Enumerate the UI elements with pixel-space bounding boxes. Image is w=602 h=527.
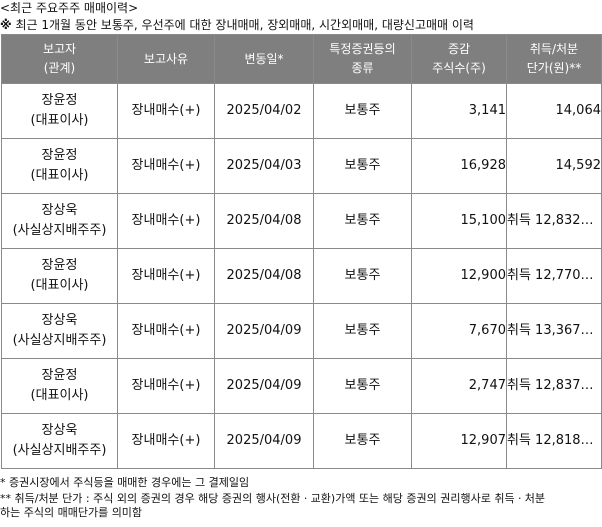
footnote-2: ** 취득/처분 단가 : 주식 외의 증권의 경우 해당 증권의 행사(전환ㆍ… <box>0 492 545 505</box>
table-row: 장윤정 (대표이사) 장내매수(+) 2025/04/08 보통주 12,900 취득 12… <box>1 248 602 304</box>
cell-share-change: 3,141 <box>411 83 507 139</box>
cell-reporter: 장상욱 (사실상지배주주) <box>1 303 118 359</box>
cell-share-change: 12,900 <box>411 248 507 304</box>
cell-change-date: 2025/04/09 <box>214 303 314 359</box>
note-text: 최근 1개월 동안 보통주, 우선주에 대한 장내매매, 장외매매, 시간외매매… <box>11 18 474 32</box>
cell-reason: 장내매수(+) <box>117 193 215 249</box>
table-row: 장윤정 (대표이사) 장내매수(+) 2025/04/09 보통주 2,747 취득 12,… <box>1 358 602 414</box>
cell-unit-price: 취득 12,818… <box>506 413 602 469</box>
cell-reason: 장내매수(+) <box>117 303 215 359</box>
cell-reporter: 장윤정 (대표이사) <box>1 83 118 139</box>
trade-history-table: 보고자 (관계) 보고사유 변동일* 특정증권등의 종류 증감 주식수(주) 취득/처… <box>1 34 602 469</box>
header-reporter: 보고자 (관계) <box>1 34 118 84</box>
table-row: 장상욱 (사실상지배주주) 장내매수(+) 2025/04/09 보통주 12,907 취득… <box>1 413 602 469</box>
table-row: 장윤정 (대표이사) 장내매수(+) 2025/04/02 보통주 3,141 14,064 <box>1 83 602 139</box>
cell-change-date: 2025/04/08 <box>214 193 314 249</box>
cell-reason: 장내매수(+) <box>117 83 215 139</box>
footnote-2-cont: 하는 주식의 매매단가를 의미함 <box>0 506 143 519</box>
cell-change-date: 2025/04/08 <box>214 248 314 304</box>
table-row: 장상욱 (사실상지배주주) 장내매수(+) 2025/04/08 보통주 15,100 취득… <box>1 193 602 249</box>
cell-unit-price: 14,592 <box>506 138 602 194</box>
cell-security-type: 보통주 <box>313 248 412 304</box>
cell-reason: 장내매수(+) <box>117 413 215 469</box>
cell-unit-price: 취득 12,770… <box>506 248 602 304</box>
table-row: 장윤정 (대표이사) 장내매수(+) 2025/04/03 보통주 16,928 14,59… <box>1 138 602 194</box>
header-reason: 보고사유 <box>117 34 215 84</box>
cell-reason: 장내매수(+) <box>117 358 215 414</box>
cell-unit-price: 14,064 <box>506 83 602 139</box>
cell-reporter: 장윤정 (대표이사) <box>1 358 118 414</box>
cell-security-type: 보통주 <box>313 193 412 249</box>
cell-reporter: 장윤정 (대표이사) <box>1 248 118 304</box>
cell-security-type: 보통주 <box>313 413 412 469</box>
note-mark: ※ <box>0 18 12 32</box>
cell-change-date: 2025/04/09 <box>214 413 314 469</box>
cell-change-date: 2025/04/09 <box>214 358 314 414</box>
cell-reason: 장내매수(+) <box>117 248 215 304</box>
cell-share-change: 7,670 <box>411 303 507 359</box>
cell-share-change: 2,747 <box>411 358 507 414</box>
cell-share-change: 15,100 <box>411 193 507 249</box>
cell-security-type: 보통주 <box>313 138 412 194</box>
cell-unit-price: 취득 12,837… <box>506 358 602 414</box>
table-header-row: 보고자 (관계) 보고사유 변동일* 특정증권등의 종류 증감 주식수(주) 취득/처… <box>1 34 602 84</box>
cell-unit-price: 취득 12,832… <box>506 193 602 249</box>
cell-security-type: 보통주 <box>313 303 412 359</box>
cell-security-type: 보통주 <box>313 83 412 139</box>
header-unit-price: 취득/처분 단가(원)** <box>506 34 602 84</box>
cell-reason: 장내매수(+) <box>117 138 215 194</box>
header-security-type: 특정증권등의 종류 <box>313 34 412 84</box>
cell-security-type: 보통주 <box>313 358 412 414</box>
cell-share-change: 12,907 <box>411 413 507 469</box>
cell-change-date: 2025/04/02 <box>214 83 314 139</box>
footnote-1: * 증권시장에서 주식등을 매매한 경우에는 그 결제일임 <box>0 476 250 489</box>
header-share-change: 증감 주식수(주) <box>411 34 507 84</box>
cell-reporter: 장상욱 (사실상지배주주) <box>1 193 118 249</box>
cell-share-change: 16,928 <box>411 138 507 194</box>
section-note: ※ 최근 1개월 동안 보통주, 우선주에 대한 장내매매, 장외매매, 시간외… <box>0 17 474 33</box>
cell-change-date: 2025/04/03 <box>214 138 314 194</box>
section-title: <최근 주요주주 매매이력> <box>0 1 139 15</box>
table-row: 장상욱 (사실상지배주주) 장내매수(+) 2025/04/09 보통주 7,670 취득 … <box>1 303 602 359</box>
cell-reporter: 장윤정 (대표이사) <box>1 138 118 194</box>
header-change-date: 변동일* <box>214 34 314 84</box>
cell-unit-price: 취득 13,367… <box>506 303 602 359</box>
cell-reporter: 장상욱 (사실상지배주주) <box>1 413 118 469</box>
